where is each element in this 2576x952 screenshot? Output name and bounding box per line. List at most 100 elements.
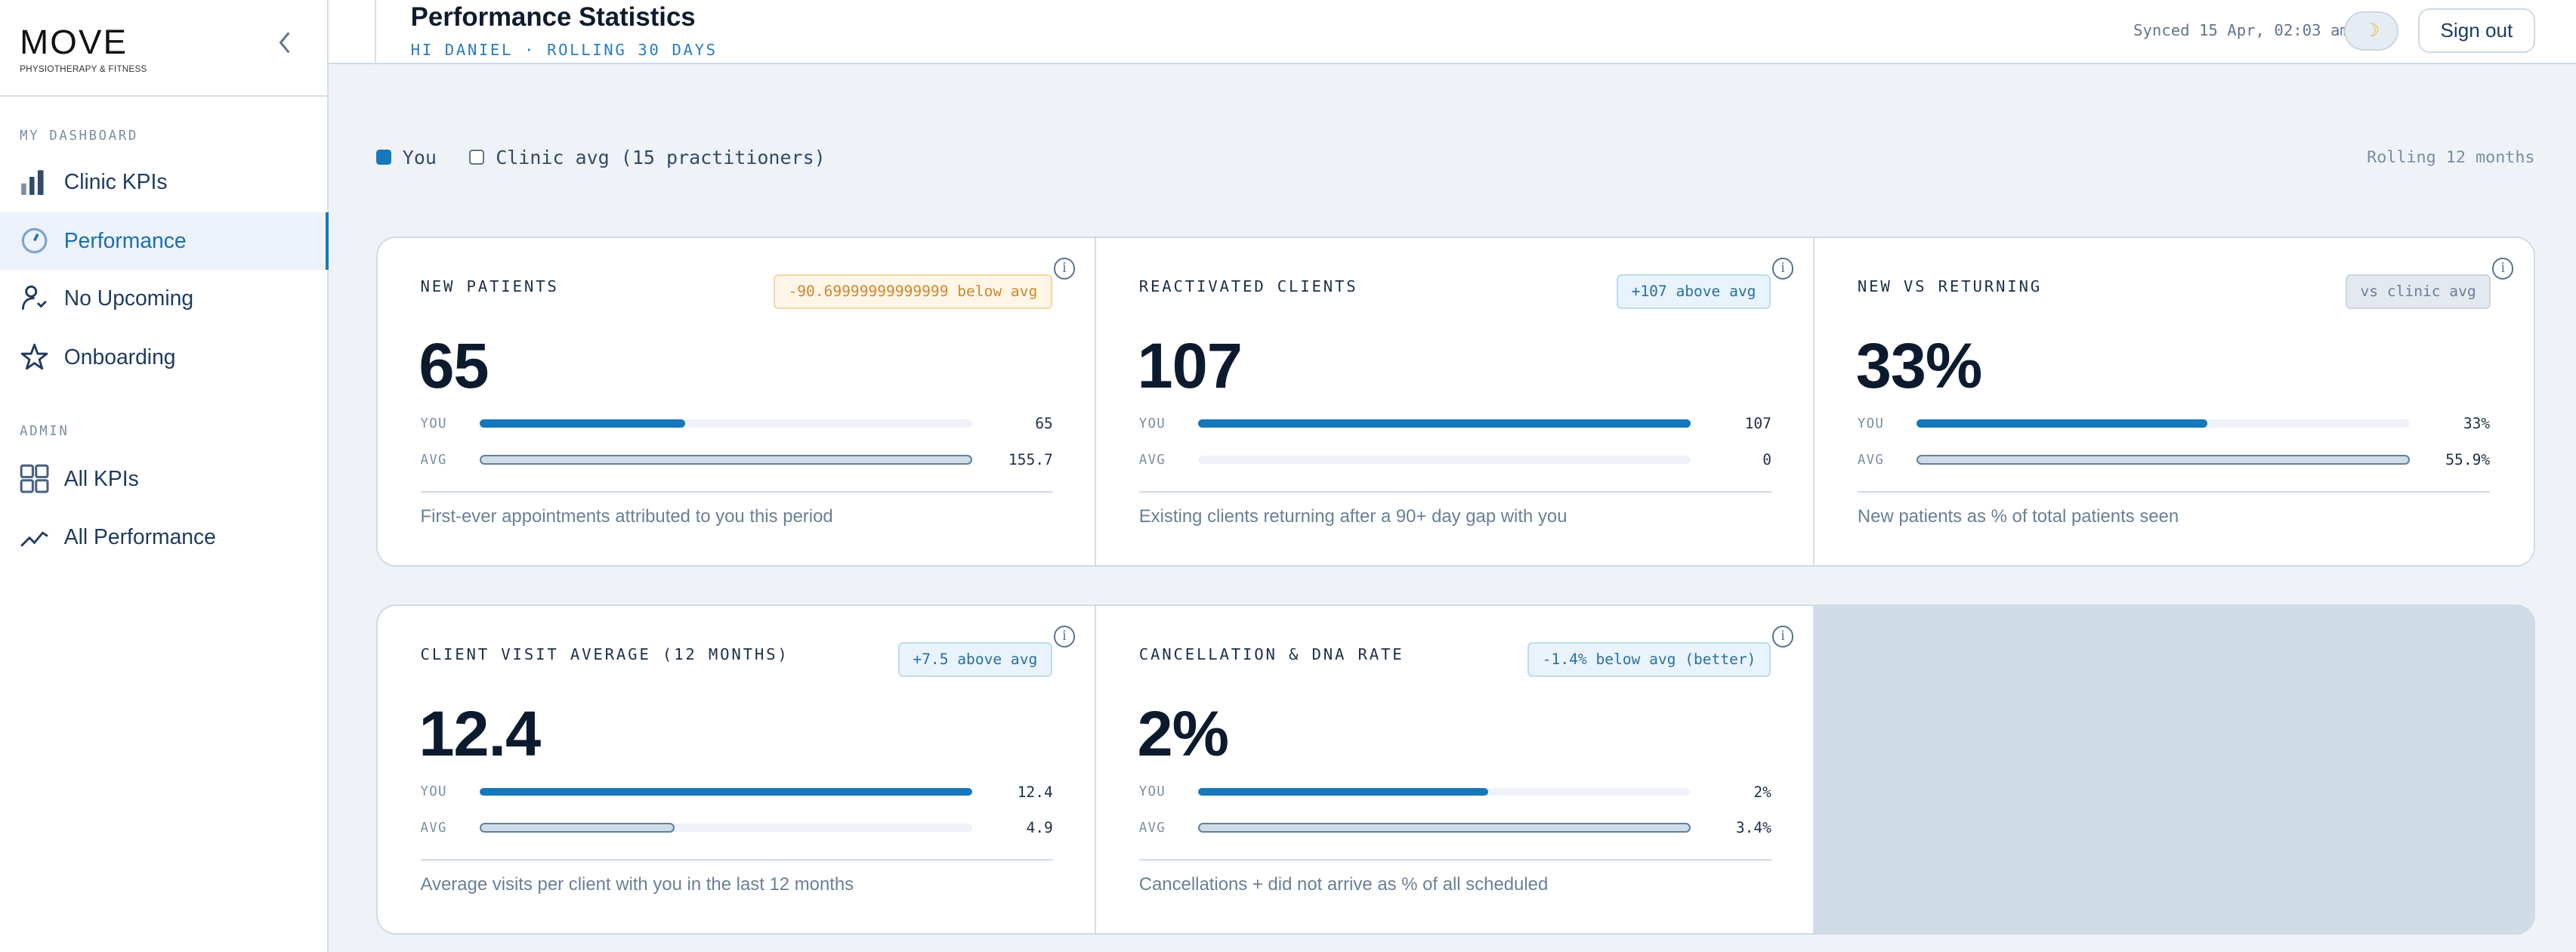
sign-out-button[interactable]: Sign out <box>2418 8 2535 53</box>
header: Performance Statistics HI DANIEL · ROLLI… <box>328 0 2576 64</box>
sidebar-item-performance[interactable]: Performance <box>0 212 329 270</box>
comparison-badge: +107 above avg <box>1617 274 1771 309</box>
avg-bar-row: AVG 4.9 <box>421 818 1053 838</box>
sidebar-item-onboarding[interactable]: Onboarding <box>0 329 327 386</box>
you-bar-fill <box>1198 787 1488 796</box>
info-icon[interactable]: i <box>2492 258 2514 280</box>
info-icon[interactable]: i <box>1053 626 1076 648</box>
you-bar-track <box>479 419 973 428</box>
legend-swatch-avg <box>469 150 484 165</box>
avg-bar-row: AVG 55.9% <box>1858 450 2490 470</box>
sidebar-item-label: Performance <box>63 228 187 253</box>
avg-label: AVG <box>420 820 447 836</box>
kpi-value: 107 <box>1137 329 1243 401</box>
chevron-left-icon <box>279 32 290 54</box>
avg-bar-fill <box>1917 455 2410 465</box>
kpi-card: CLIENT VISIT AVERAGE (12 MONTHS) +7.5 ab… <box>378 606 1097 934</box>
you-label: YOU <box>420 416 447 431</box>
logo-subtitle: PHYSIOTHERAPY & FITNESS <box>20 63 147 74</box>
you-bar-fill <box>1917 419 2208 428</box>
you-label: YOU <box>420 784 447 800</box>
info-icon[interactable]: i <box>1772 626 1794 648</box>
info-icon[interactable]: i <box>1053 258 1076 280</box>
section-label-admin: ADMIN <box>20 424 69 440</box>
avg-bar-track <box>1198 456 1691 465</box>
avg-value: 4.9 <box>1026 819 1053 837</box>
sidebar-item-all-kpis[interactable]: All KPIs <box>0 450 327 508</box>
divider <box>0 95 329 97</box>
comparison-badge: -90.69999999999999 below avg <box>774 274 1052 309</box>
logo: MOVE PHYSIOTHERAPY & FITNESS <box>20 23 147 73</box>
you-bar-row: YOU 2% <box>1139 782 1771 802</box>
divider <box>420 491 1053 493</box>
sidebar-item-clinic-kpis[interactable]: Clinic KPIs <box>0 153 327 210</box>
grid-icon <box>20 464 49 493</box>
avg-bar-row: AVG 155.7 <box>421 450 1053 470</box>
avg-label: AVG <box>420 452 447 468</box>
moon-icon: ☽ <box>2363 20 2380 42</box>
avg-bar-track <box>1198 823 1691 833</box>
you-label: YOU <box>1857 416 1885 431</box>
you-bar-row: YOU 12.4 <box>421 782 1053 802</box>
kpi-value: 2% <box>1137 697 1229 769</box>
sidebar-item-label: All Performance <box>63 524 216 549</box>
you-bar-track <box>1917 419 2410 428</box>
divider <box>420 859 1053 861</box>
you-bar-fill <box>479 787 973 796</box>
sync-status: Synced 15 Apr, 02:03 am <box>2133 21 2349 40</box>
avg-label: AVG <box>1857 452 1885 468</box>
gauge-icon <box>21 227 48 254</box>
sidebar-item-label: Onboarding <box>63 345 176 369</box>
you-bar-track <box>1198 787 1691 796</box>
sidebar-item-label: No Upcoming <box>63 286 194 311</box>
you-bar-row: YOU 33% <box>1858 414 2490 434</box>
legend-swatch-you <box>376 150 391 165</box>
avg-bar-track <box>1917 455 2410 465</box>
kpi-value: 33% <box>1855 329 1983 401</box>
kpi-description: New patients as % of total patients seen <box>1857 505 2179 527</box>
avg-label: AVG <box>1138 452 1166 468</box>
kpi-description: First-ever appointments attributed to yo… <box>420 505 833 527</box>
trend-icon <box>20 531 48 548</box>
kpi-value: 12.4 <box>419 697 541 769</box>
collapse-sidebar-button[interactable] <box>276 29 298 62</box>
kpi-card: NEW PATIENTS -90.69999999999999 below av… <box>378 238 1097 566</box>
avg-bar-row: AVG 0 <box>1139 450 1771 470</box>
legend: You Clinic avg (15 practitioners) <box>376 147 826 168</box>
kpi-description: Existing clients returning after a 90+ d… <box>1138 505 1568 527</box>
info-icon[interactable]: i <box>1772 258 1794 280</box>
empty-cell <box>1815 606 2534 934</box>
you-label: YOU <box>1138 416 1166 431</box>
kpi-title: CANCELLATION & DNA RATE <box>1138 645 1404 664</box>
avg-value: 155.7 <box>1008 451 1053 469</box>
legend-avg: Clinic avg (15 practitioners) <box>496 146 826 168</box>
bar-chart-icon <box>21 170 44 195</box>
kpi-row: NEW PATIENTS -90.69999999999999 below av… <box>376 236 2535 567</box>
avg-value: 55.9% <box>2445 451 2491 469</box>
avg-value: 3.4% <box>1735 819 1771 837</box>
sidebar-item-all-performance[interactable]: All Performance <box>0 508 327 565</box>
kpi-title: NEW PATIENTS <box>420 277 559 296</box>
comparison-badge: +7.5 above avg <box>897 642 1052 677</box>
legend-you: You <box>402 146 437 168</box>
you-value: 107 <box>1744 415 1771 433</box>
you-value: 12.4 <box>1017 783 1053 801</box>
theme-toggle-button[interactable]: ☽ <box>2344 11 2399 51</box>
you-value: 33% <box>2463 415 2491 433</box>
sidebar-item-label: All KPIs <box>63 466 139 491</box>
you-bar-row: YOU 65 <box>421 414 1053 434</box>
sidebar-item-no-upcoming[interactable]: No Upcoming <box>0 270 327 327</box>
kpi-value: 65 <box>419 329 489 401</box>
kpi-card: CANCELLATION & DNA RATE -1.4% below avg … <box>1096 606 1815 934</box>
avg-bar-track <box>479 455 973 465</box>
you-bar-track <box>479 787 973 796</box>
section-label-my-dashboard: MY DASHBOARD <box>20 128 138 144</box>
you-bar-fill <box>1198 419 1691 428</box>
kpi-description: Cancellations + did not arrive as % of a… <box>1138 873 1549 895</box>
you-label: YOU <box>1138 784 1166 800</box>
you-bar-fill <box>479 419 686 428</box>
comparison-badge: vs clinic avg <box>2346 274 2491 309</box>
kpi-card: NEW VS RETURNING vs clinic avg i 33% YOU… <box>1815 238 2534 566</box>
avg-bar-row: AVG 3.4% <box>1139 818 1771 838</box>
